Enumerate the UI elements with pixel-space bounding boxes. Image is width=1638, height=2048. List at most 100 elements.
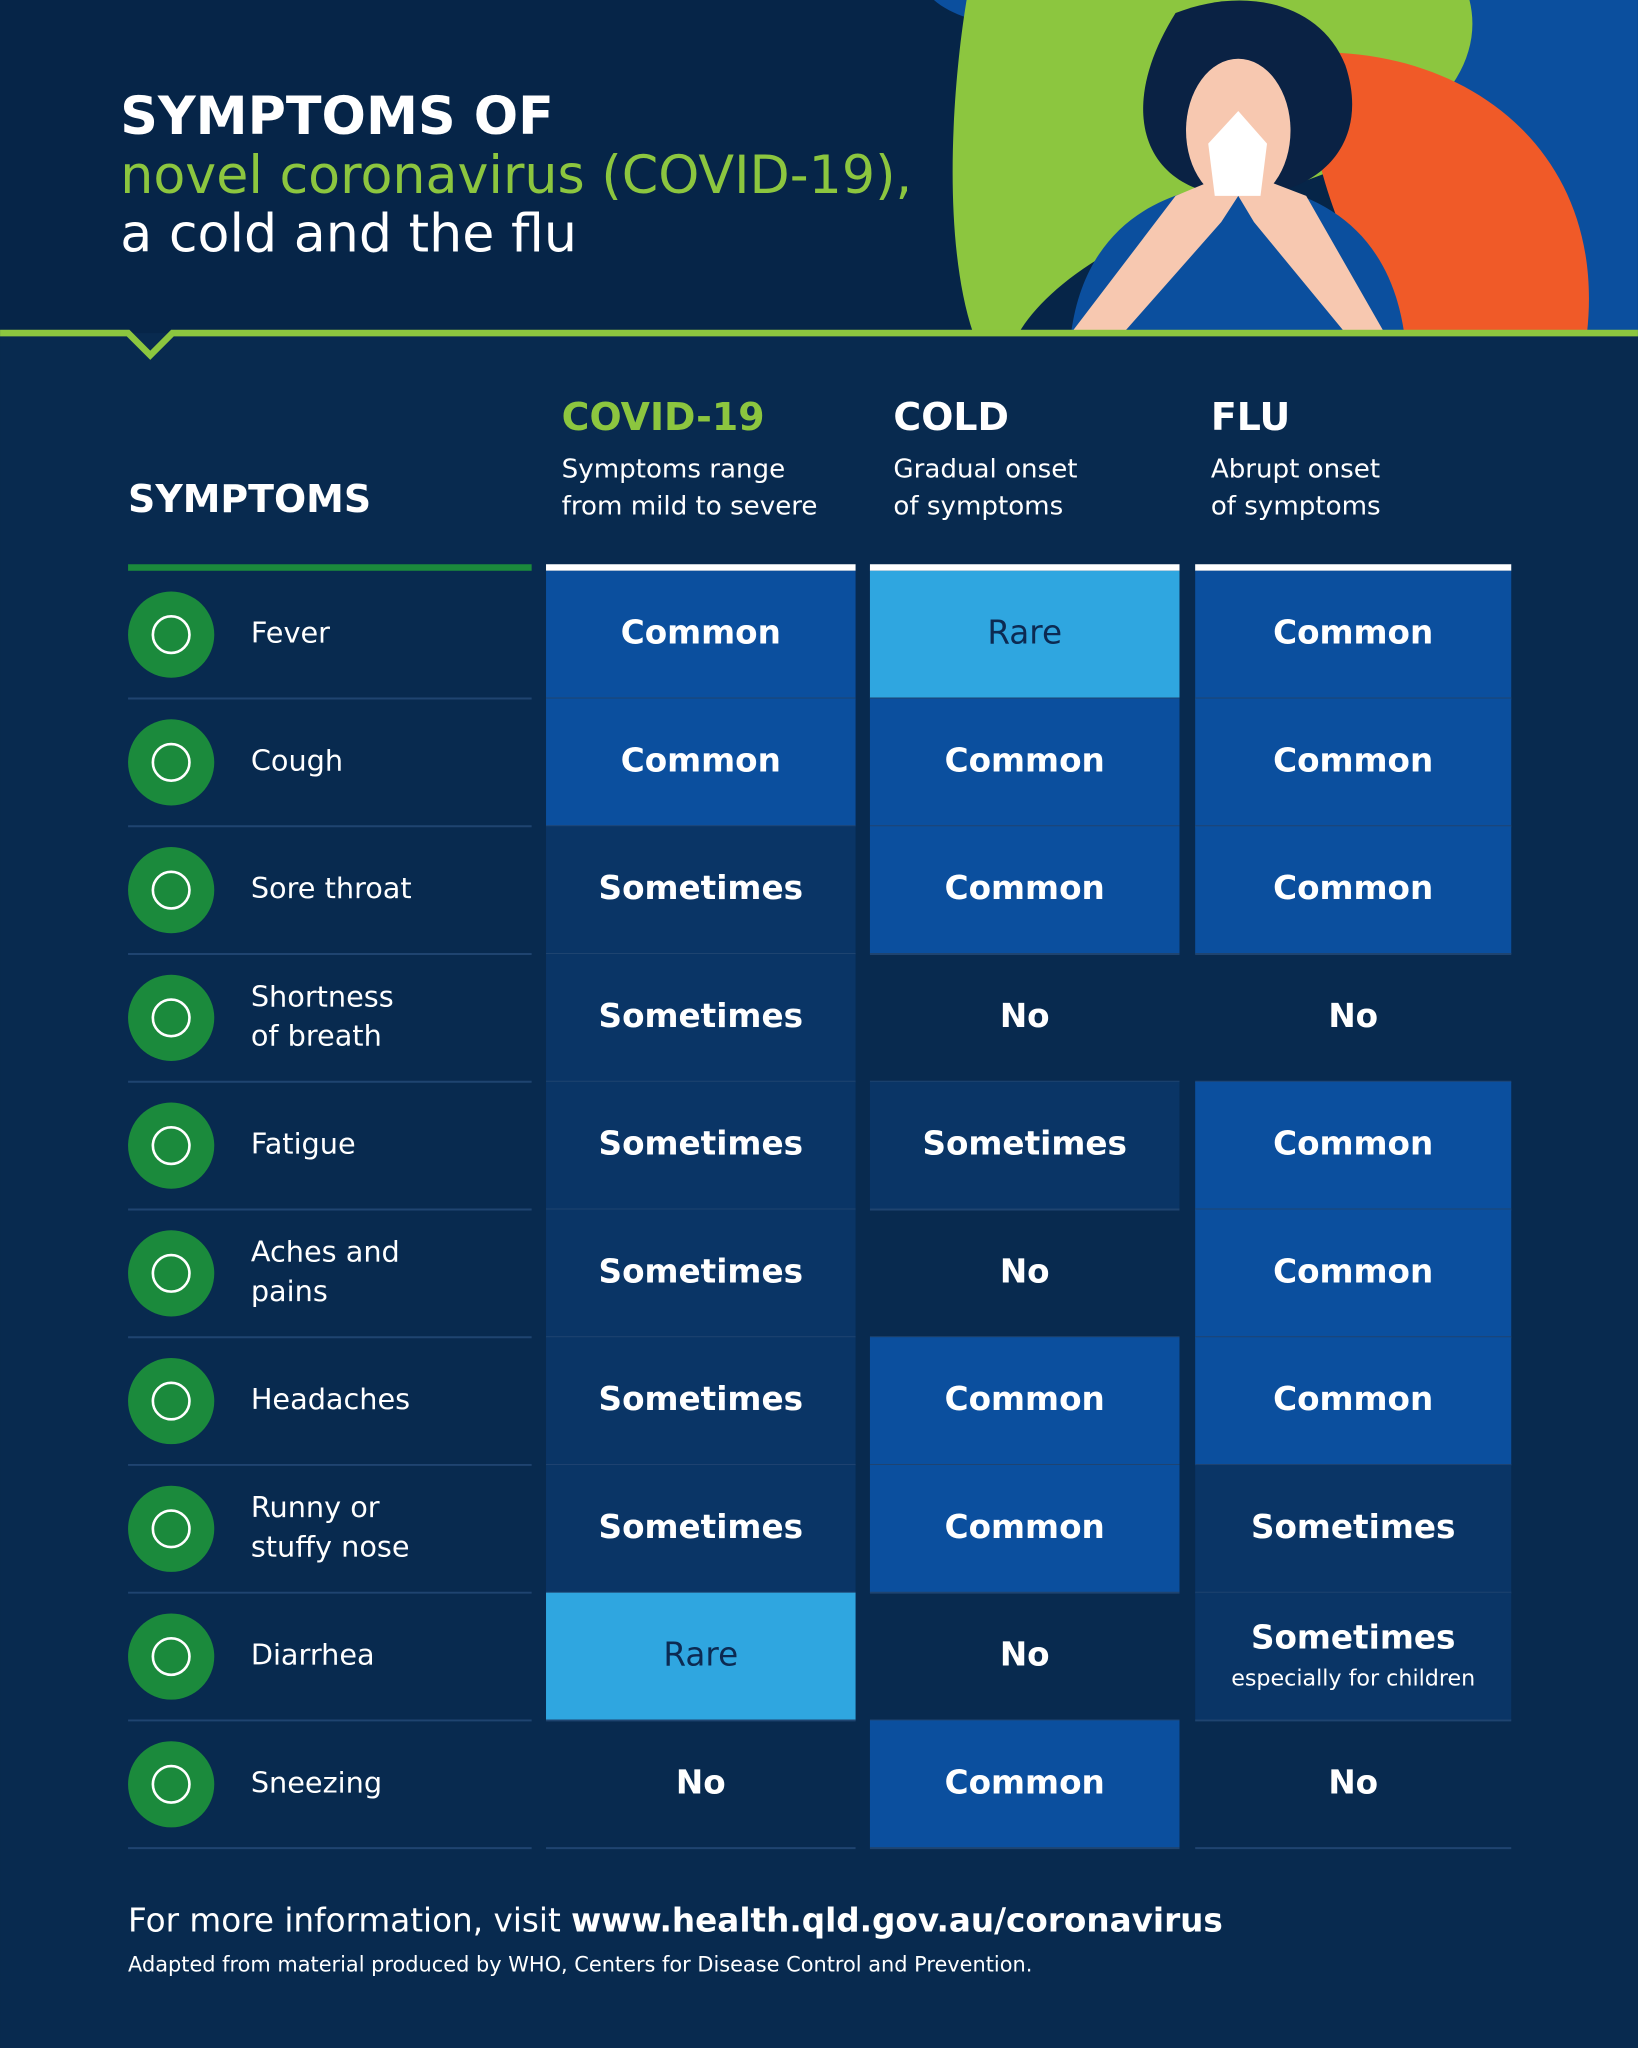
symptom-icon-glyph [151, 998, 191, 1038]
symptom-label: Sneezing [251, 1765, 382, 1799]
column-name: FLU [1211, 395, 1290, 439]
cell-value: No [1000, 1636, 1050, 1674]
symptom-icon [128, 1230, 215, 1317]
symptom-icon-glyph [151, 870, 191, 910]
cell-value: Sometimes [922, 1125, 1126, 1163]
symptom-icon-glyph [151, 1764, 191, 1804]
cell-value: Sometimes [599, 997, 803, 1035]
cell [546, 1592, 856, 1721]
column-description: of symptoms [1211, 491, 1381, 521]
column-topline [1195, 564, 1512, 571]
cell [546, 570, 856, 699]
blob-orange [1312, 52, 1589, 334]
symptom-label: Fatigue [251, 1127, 356, 1161]
title-line: a cold and the flu [120, 205, 577, 265]
symptom-icon [128, 1613, 215, 1700]
cell [1195, 1081, 1512, 1210]
column-name: COVID-19 [562, 395, 765, 439]
cell-value: Sometimes [599, 869, 803, 907]
symptom-icon-glyph [151, 1636, 191, 1677]
symptoms-heading: SYMPTOMS [128, 477, 371, 521]
cell-value: Common [1273, 614, 1433, 652]
cell-value: Common [1273, 1252, 1433, 1290]
cell-value: No [1328, 1763, 1378, 1801]
symptom-icon [128, 719, 215, 806]
illustration [933, 0, 1638, 334]
symptom-icon [128, 847, 215, 934]
cell [869, 698, 1180, 827]
symptom-label: pains [251, 1274, 328, 1308]
cell [869, 1337, 1180, 1465]
column-topline [546, 564, 856, 571]
cell-value: Rare [663, 1636, 738, 1674]
symptom-icon-glyph [151, 1253, 191, 1293]
cell [546, 1337, 856, 1465]
cell [546, 826, 856, 954]
symptom-icon [128, 1485, 215, 1572]
cell [1195, 698, 1512, 827]
cell [869, 570, 1180, 699]
cell [1195, 1209, 1512, 1338]
symptom-label: Shortness [251, 979, 394, 1013]
cell-value: Common [1273, 741, 1433, 779]
symptom-label: Aches and [251, 1235, 400, 1269]
column-description: from mild to severe [562, 491, 818, 521]
cell [546, 1464, 856, 1593]
symptom-icon [128, 974, 215, 1061]
cell-value: Common [945, 869, 1105, 907]
column-name: COLD [893, 395, 1009, 439]
symptom-icon [128, 591, 215, 678]
cell [869, 1081, 1180, 1210]
cell-value: No [676, 1763, 726, 1801]
footer-credit: Adapted from material produced by WHO, C… [128, 1953, 1032, 1977]
symptom-icon-glyph [151, 1381, 191, 1421]
cell-value: No [1000, 1252, 1050, 1290]
cell [1195, 1337, 1512, 1465]
cell [546, 1081, 856, 1210]
cell-value: Rare [987, 614, 1062, 652]
symptom-icon [128, 1741, 215, 1828]
symptom-icon-glyph [151, 742, 191, 782]
symptoms-underline [128, 564, 532, 571]
cell [869, 1464, 1180, 1593]
cell-value: Sometimes [599, 1125, 803, 1163]
column-description: Symptoms range [562, 455, 786, 485]
divider [0, 329, 1638, 360]
symptom-icon-glyph [151, 1509, 191, 1549]
cell-value: Sometimes [599, 1508, 803, 1546]
cell-value: Sometimes [599, 1252, 803, 1290]
tissue [1208, 111, 1267, 196]
symptom-icon-glyph [151, 615, 191, 655]
footer-line: For more information, visit www.health.q… [128, 1902, 1223, 1940]
title-line: SYMPTOMS OF [120, 87, 554, 147]
cell-value: Common [945, 1763, 1105, 1801]
title-line: novel coronavirus (COVID-19), [120, 146, 912, 206]
cell-value: Sometimes [1251, 1619, 1455, 1657]
footer-url: www.health.qld.gov.au/coronavirus [571, 1902, 1223, 1940]
column-description: Gradual onset [893, 455, 1077, 485]
arms [1071, 169, 1385, 334]
cell-value: No [1000, 997, 1050, 1035]
cell [1195, 1464, 1512, 1593]
symptom-icon-glyph [151, 1126, 191, 1166]
cell [546, 953, 856, 1082]
footer-lead: For more information, visit [128, 1902, 571, 1940]
blob-blue [933, 0, 1638, 334]
cell-value: Common [1273, 869, 1433, 907]
cell-value: Common [621, 614, 781, 652]
symptom-label: Diarrhea [251, 1638, 375, 1672]
symptom-label: Cough [251, 743, 343, 777]
cell-value: Common [1273, 1125, 1433, 1163]
symptom-label: Sore throat [251, 871, 412, 905]
symptom-label: of breath [251, 1018, 382, 1052]
cell [1195, 826, 1512, 954]
symptom-label: Runny or [251, 1490, 380, 1524]
cell [1195, 570, 1512, 699]
cell-value: Common [1273, 1380, 1433, 1418]
symptom-label: stuffy nose [251, 1529, 410, 1563]
cell [1195, 1592, 1512, 1721]
cell [546, 1209, 856, 1338]
column-description: of symptoms [893, 491, 1063, 521]
